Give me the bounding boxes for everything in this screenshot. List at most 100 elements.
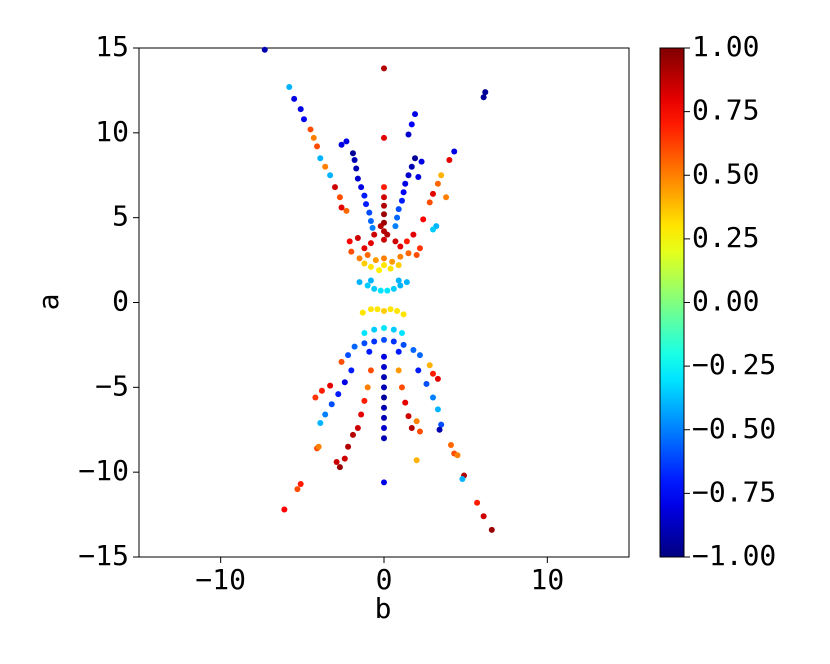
point <box>359 309 366 316</box>
point <box>372 257 379 264</box>
point <box>390 285 397 292</box>
point <box>398 330 405 337</box>
point <box>394 307 401 314</box>
point <box>387 306 394 313</box>
point <box>390 326 397 333</box>
point <box>426 362 433 369</box>
point <box>317 155 324 162</box>
point <box>394 214 401 221</box>
point <box>415 367 422 374</box>
point <box>381 435 387 442</box>
colorbar-tick-label: −0.50 <box>692 412 776 445</box>
point <box>395 277 402 284</box>
point <box>364 282 371 289</box>
point <box>317 419 324 426</box>
point <box>405 250 412 257</box>
point <box>351 156 358 163</box>
point <box>349 431 356 438</box>
point <box>354 235 361 242</box>
point <box>286 84 293 91</box>
point <box>434 180 441 187</box>
point <box>416 428 423 435</box>
point <box>395 367 402 374</box>
point <box>397 243 404 250</box>
colorbar-tick-label: −0.75 <box>692 475 776 508</box>
point <box>381 65 387 72</box>
point <box>403 279 410 286</box>
point <box>430 394 436 401</box>
point <box>418 158 425 165</box>
point <box>377 287 384 294</box>
point <box>446 156 453 163</box>
point <box>438 172 445 179</box>
point <box>371 338 378 345</box>
point <box>356 255 363 262</box>
point <box>459 475 466 482</box>
point <box>430 226 436 233</box>
point <box>348 248 355 255</box>
point <box>381 479 387 486</box>
x-axis-label: b <box>375 592 392 625</box>
x-tick-label: 0 <box>376 563 393 596</box>
point <box>413 418 420 425</box>
point <box>390 338 397 345</box>
point <box>381 255 387 262</box>
point <box>381 336 387 343</box>
colorbar-tick-label: 0.25 <box>692 221 759 254</box>
point <box>335 391 342 398</box>
point <box>322 163 329 170</box>
point <box>408 425 415 432</box>
point <box>338 204 345 211</box>
point <box>361 192 368 199</box>
point <box>300 116 307 123</box>
point <box>367 306 374 313</box>
point <box>381 262 387 269</box>
point <box>488 526 495 533</box>
point <box>412 155 419 162</box>
point <box>345 352 352 359</box>
point <box>307 126 314 133</box>
point <box>358 411 365 418</box>
point <box>402 399 409 406</box>
point <box>436 426 443 433</box>
point <box>381 363 387 370</box>
point <box>405 172 412 179</box>
y-axis-label: a <box>32 294 65 311</box>
point <box>416 245 423 252</box>
colorbar-tick-label: 0.75 <box>692 94 759 127</box>
point <box>381 184 387 191</box>
point <box>384 287 391 294</box>
point <box>361 397 368 404</box>
point <box>297 106 304 113</box>
point <box>381 202 387 209</box>
point <box>376 267 383 274</box>
point <box>261 46 268 53</box>
point <box>366 348 373 355</box>
point <box>297 481 304 488</box>
point <box>327 382 334 389</box>
point <box>381 134 387 141</box>
point <box>434 375 441 382</box>
point <box>434 406 441 413</box>
colorbar-tick-label: 0.50 <box>692 157 759 190</box>
point <box>363 201 370 208</box>
point <box>482 89 489 96</box>
point <box>367 367 374 374</box>
point <box>400 311 407 318</box>
point <box>420 216 427 223</box>
point <box>397 282 404 289</box>
colorbar-tick-label: −0.25 <box>692 348 776 381</box>
point <box>398 384 405 391</box>
point <box>397 253 404 260</box>
point <box>312 394 319 401</box>
point <box>389 258 396 265</box>
point <box>358 184 365 191</box>
point <box>443 194 450 201</box>
point <box>351 343 358 350</box>
point <box>361 245 368 252</box>
point <box>400 341 407 348</box>
plot-area <box>138 47 630 558</box>
point <box>364 251 371 258</box>
